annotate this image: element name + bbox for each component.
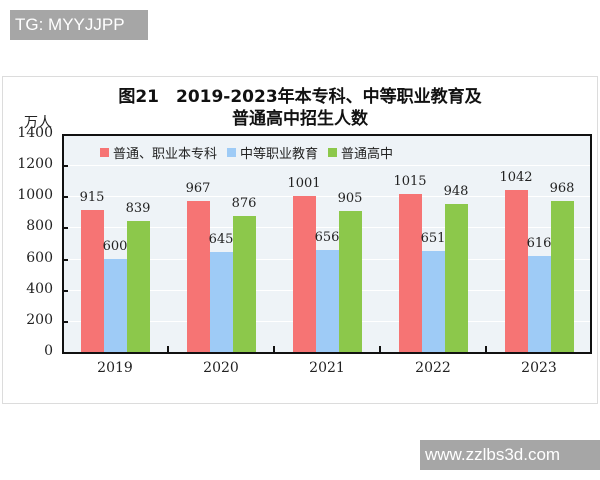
bar	[444, 204, 468, 352]
watermark-bottom: www.zzlbs3d.com	[420, 440, 600, 470]
bar	[421, 250, 445, 352]
bar	[550, 201, 574, 352]
bar-value-label: 1015	[393, 173, 427, 189]
watermark-top: TG: MYYJJPP	[10, 10, 148, 40]
bar-value-label: 967	[185, 181, 211, 197]
legend-item: 中等职业教育	[227, 143, 318, 162]
y-tick-label: 600	[26, 249, 53, 266]
legend-swatch-icon	[328, 148, 338, 157]
bar	[315, 249, 339, 352]
bar-value-label: 616	[526, 236, 552, 252]
bar	[103, 258, 127, 352]
legend-item: 普通高中	[328, 143, 393, 162]
bar	[126, 221, 150, 352]
gridline	[64, 165, 590, 167]
y-tick-label: 1400	[17, 125, 53, 141]
bar-value-label: 968	[549, 181, 575, 197]
bar-value-label: 656	[314, 229, 340, 245]
bar-value-label: 645	[208, 231, 234, 247]
x-tick-label: 2021	[309, 360, 345, 376]
x-tick-label: 2020	[203, 360, 239, 376]
x-tick-label: 2019	[97, 360, 133, 376]
bar-value-label: 839	[125, 201, 151, 217]
y-tick-label: 200	[26, 311, 53, 328]
y-tick-label: 1000	[17, 187, 53, 204]
y-tick-label: 800	[26, 218, 53, 235]
legend-label: 普通、职业本专科	[113, 147, 218, 162]
bar	[186, 201, 210, 352]
gridline	[64, 227, 590, 229]
bar-value-label: 905	[337, 191, 363, 207]
legend: 普通、职业本专科 中等职业教育 普通高中	[100, 143, 393, 162]
bar-value-label: 600	[102, 238, 128, 254]
legend-swatch-icon	[227, 148, 237, 157]
bar	[232, 215, 256, 352]
bar-value-label: 1042	[499, 169, 533, 185]
bar	[292, 196, 316, 352]
bar-value-label: 1001	[287, 176, 321, 192]
y-tick-mark	[62, 289, 68, 292]
bar	[398, 193, 422, 352]
y-tick-mark	[62, 320, 68, 323]
x-tick-label: 2023	[521, 360, 557, 376]
bar	[209, 251, 233, 352]
x-tick-mark	[485, 346, 487, 354]
y-tick-mark	[62, 165, 68, 168]
chart-title-line1: 图21 2019-2023年本专科、中等职业教育及	[118, 87, 482, 107]
chart-title-line2: 普通高中招生人数	[232, 109, 368, 129]
bar-value-label: 948	[443, 184, 469, 200]
y-tick-mark	[62, 258, 68, 261]
y-axis-unit: 万人	[24, 115, 52, 131]
bar-value-label: 876	[231, 195, 257, 211]
y-tick-mark	[62, 196, 68, 199]
x-tick-mark	[379, 346, 381, 354]
bar-value-label: 651	[420, 230, 446, 246]
y-tick-label: 0	[44, 343, 53, 359]
bar	[527, 256, 551, 352]
y-tick-mark	[62, 227, 68, 230]
bar	[338, 211, 362, 352]
legend-label: 中等职业教育	[240, 147, 319, 162]
y-tick-label: 1200	[17, 156, 53, 173]
legend-label: 普通高中	[341, 147, 394, 162]
plot-area	[62, 134, 592, 354]
bar-value-label: 915	[79, 189, 105, 205]
x-tick-label: 2022	[415, 360, 451, 376]
bar	[80, 209, 104, 352]
gridline	[64, 196, 590, 198]
legend-item: 普通、职业本专科	[100, 143, 217, 162]
x-tick-mark	[273, 346, 275, 354]
y-tick-label: 400	[26, 280, 53, 297]
bar	[504, 189, 528, 352]
legend-swatch-icon	[100, 148, 109, 157]
x-tick-mark	[167, 346, 169, 354]
